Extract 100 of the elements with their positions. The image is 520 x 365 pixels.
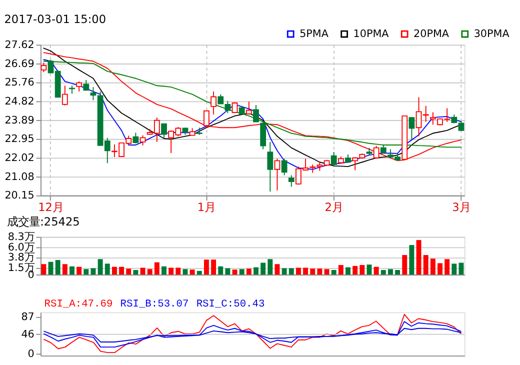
bar bbox=[380, 270, 386, 275]
y-tick-label: 6.0万 bbox=[8, 242, 34, 254]
bar bbox=[268, 259, 273, 275]
bar bbox=[360, 265, 365, 275]
line-series bbox=[44, 321, 462, 348]
x-tick-label: 3月 bbox=[452, 200, 470, 214]
bar bbox=[41, 264, 46, 275]
line-series bbox=[44, 314, 462, 354]
bar bbox=[162, 266, 166, 275]
candlestick bbox=[274, 158, 280, 191]
bar bbox=[55, 260, 60, 275]
bar bbox=[126, 268, 132, 275]
y-tick-label: 26.69 bbox=[4, 58, 34, 70]
chart-title: 成交量:25425 bbox=[7, 216, 80, 229]
bar bbox=[239, 269, 244, 275]
bar bbox=[260, 262, 266, 275]
x-tick-label: 12月 bbox=[38, 200, 64, 214]
bar bbox=[366, 264, 372, 275]
candlestick bbox=[140, 134, 146, 146]
candlestick bbox=[288, 174, 294, 188]
bar bbox=[331, 270, 336, 275]
bar bbox=[211, 260, 216, 275]
bar bbox=[168, 268, 174, 275]
bar bbox=[176, 268, 181, 275]
bar bbox=[409, 245, 414, 275]
text: RSI_B:53.07 bbox=[120, 298, 189, 311]
bar bbox=[274, 264, 280, 275]
bar bbox=[62, 264, 68, 275]
line-series bbox=[43, 60, 462, 148]
legend-label: 20PMA bbox=[414, 28, 450, 40]
bar bbox=[416, 240, 422, 275]
bar bbox=[218, 266, 224, 275]
bar bbox=[182, 269, 188, 275]
x-tick-label: 2月 bbox=[324, 200, 343, 214]
bar bbox=[458, 262, 464, 275]
candlestick bbox=[62, 85, 68, 106]
candlestick bbox=[76, 80, 82, 92]
y-tick-label: 87 bbox=[21, 311, 34, 324]
line-series bbox=[44, 328, 462, 342]
x-tick-label: 1月 bbox=[197, 200, 216, 214]
bar bbox=[430, 258, 436, 275]
bar bbox=[452, 264, 457, 275]
bar bbox=[119, 266, 124, 275]
bar bbox=[84, 269, 89, 275]
bar bbox=[196, 270, 202, 275]
bar bbox=[232, 270, 238, 275]
bar bbox=[140, 268, 146, 275]
bar bbox=[444, 259, 450, 275]
y-tick-label: 21.08 bbox=[4, 170, 34, 183]
candlestick bbox=[260, 121, 266, 150]
bar bbox=[282, 268, 287, 275]
candlestick bbox=[281, 158, 288, 176]
bar bbox=[104, 264, 110, 275]
bar bbox=[388, 269, 393, 275]
y-tick-label: 23.89 bbox=[4, 114, 34, 126]
candlestick bbox=[330, 152, 337, 166]
y-tick-label: 22.02 bbox=[4, 152, 34, 164]
bar bbox=[352, 266, 358, 275]
y-tick-label: 22.95 bbox=[4, 133, 34, 146]
bar bbox=[303, 268, 308, 275]
bar bbox=[346, 267, 350, 275]
bar bbox=[246, 268, 252, 275]
bar bbox=[288, 268, 294, 275]
y-tick-label: 24.82 bbox=[4, 95, 34, 108]
text: RSI_A:47.69 bbox=[44, 298, 113, 311]
bar bbox=[147, 269, 152, 275]
text: RSI_C:50.43 bbox=[196, 298, 265, 311]
candlestick bbox=[253, 104, 259, 122]
candlestick bbox=[210, 91, 216, 115]
bar bbox=[423, 255, 428, 275]
candlestick bbox=[132, 132, 139, 144]
y-tick-label: 0 bbox=[28, 348, 34, 360]
bar bbox=[324, 269, 330, 275]
candlestick bbox=[232, 102, 238, 113]
bar bbox=[395, 270, 400, 275]
bar bbox=[225, 268, 230, 275]
bar bbox=[70, 266, 74, 275]
y-tick-label: 8.3万 bbox=[8, 231, 34, 244]
bar bbox=[154, 262, 160, 275]
bar bbox=[204, 260, 209, 275]
bar bbox=[310, 268, 316, 275]
bar bbox=[338, 265, 344, 275]
candlestick bbox=[246, 101, 252, 115]
candlestick bbox=[90, 86, 96, 101]
y-tick-label: 46 bbox=[21, 328, 34, 341]
candlestick bbox=[204, 110, 210, 128]
bar bbox=[402, 255, 408, 275]
legend-label: 10PMA bbox=[353, 28, 389, 40]
chart-title: 2017-03-01 15:00 bbox=[4, 13, 106, 26]
bar bbox=[112, 266, 117, 275]
candlestick bbox=[408, 117, 415, 140]
candlestick bbox=[40, 62, 47, 73]
bar bbox=[98, 259, 103, 275]
y-tick-label: 20.15 bbox=[4, 190, 34, 202]
bar bbox=[133, 270, 138, 275]
bar bbox=[76, 266, 82, 275]
y-tick-label: 25.76 bbox=[4, 76, 34, 89]
bar bbox=[438, 263, 442, 275]
bar bbox=[374, 266, 379, 275]
y-tick-label: 3.8万 bbox=[8, 252, 34, 264]
